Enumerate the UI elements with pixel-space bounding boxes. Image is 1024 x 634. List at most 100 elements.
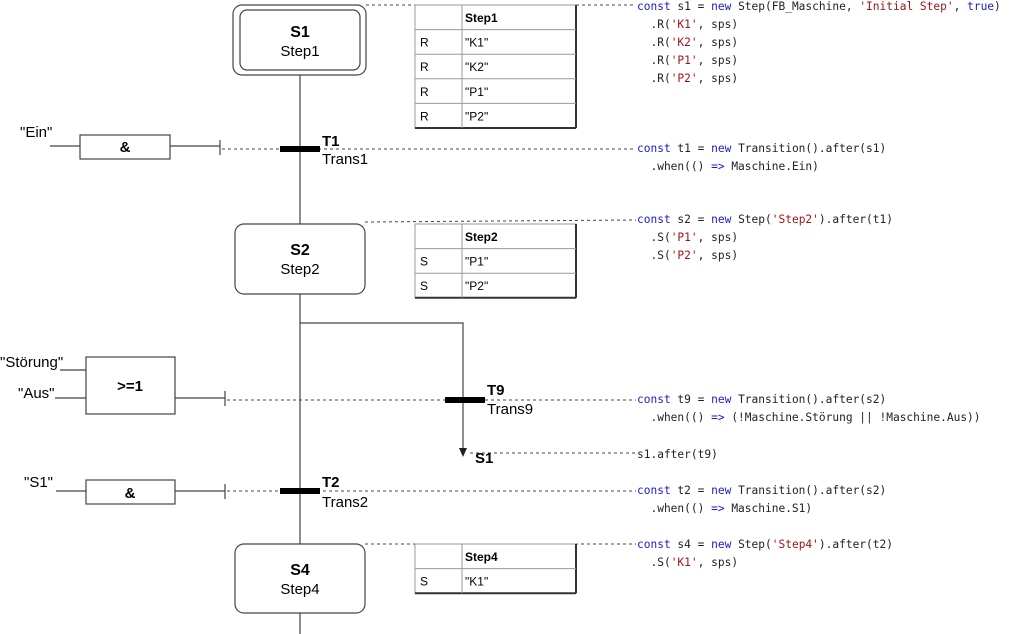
code-text: Transition().after(s2) (731, 484, 887, 497)
transition-name: Trans2 (322, 494, 368, 511)
table-header: Step4 (465, 550, 498, 564)
code-text: .S( (637, 231, 671, 244)
action-qualifier: S (420, 575, 428, 589)
code-text: ) (994, 0, 1001, 13)
transition-t9[interactable]: T9 Trans9 (445, 382, 533, 418)
code-line: .when(() => Maschine.S1) (637, 502, 812, 516)
code-keyword: => (711, 160, 725, 173)
code-line: const t1 = new Transition().after(s1) (637, 142, 886, 156)
step-name: Step4 (280, 581, 319, 598)
code-line: const s1 = new Step(FB_Maschine, 'Initia… (637, 0, 1001, 14)
code-text: Step( (731, 538, 772, 551)
code-keyword: new (711, 484, 732, 497)
logic-or-t9 (55, 356, 226, 415)
input-stoerung: "Störung" (0, 354, 63, 371)
code-string: 'K1' (670, 556, 698, 569)
code-text: s2 = (670, 213, 712, 226)
code-keyword: const (637, 538, 671, 551)
code-text: , sps) (697, 231, 739, 244)
action-variable: "K1" (465, 575, 488, 589)
jump-target: S1 (475, 450, 493, 467)
input-s1: "S1" (24, 474, 53, 491)
table-frame (414, 223, 577, 299)
code-string: 'P2' (670, 249, 698, 262)
code-text: , (953, 0, 968, 13)
action-table-s4: Step4 S "K1" (414, 543, 577, 595)
code-keyword: new (711, 538, 732, 551)
transition-name: Trans1 (322, 151, 368, 168)
code-keyword: const (637, 0, 671, 13)
code-line: .R('K2', sps) (637, 36, 738, 50)
action-variable: "P2" (465, 279, 488, 293)
code-string: 'Step4' (771, 538, 819, 551)
code-line: .S('K1', sps) (637, 556, 738, 570)
action-variable: "K1" (465, 36, 488, 50)
code-text: .when(() (637, 502, 712, 515)
code-text: s4 = (670, 538, 712, 551)
code-text: , sps) (697, 54, 739, 67)
action-qualifier: R (420, 109, 429, 123)
code-text: Transition().after(s2) (731, 393, 887, 406)
code-text: .when(() (637, 160, 712, 173)
code-line: s1.after(t9) (637, 448, 718, 462)
code-keyword: const (637, 393, 671, 406)
step-s1[interactable]: S1 Step1 (232, 4, 367, 76)
code-text: , sps) (697, 72, 739, 85)
transition-t2[interactable]: T2 Trans2 (280, 474, 368, 511)
code-text: (!Maschine.Störung || !Maschine.Aus)) (724, 411, 981, 424)
step-id: S4 (290, 562, 310, 579)
transition-name: Trans9 (487, 401, 533, 418)
code-text: s1.after(t9) (637, 448, 718, 461)
step-name: Step1 (280, 43, 319, 60)
code-keyword: const (637, 142, 671, 155)
code-text: Maschine.S1) (724, 502, 813, 515)
code-string: 'P1' (670, 54, 698, 67)
code-keyword: const (637, 213, 671, 226)
code-string: 'Initial Step' (859, 0, 954, 13)
logic-and-t2 (56, 479, 226, 505)
code-text: .R( (637, 36, 671, 49)
code-string: 'K1' (670, 18, 698, 31)
code-keyword: new (711, 213, 732, 226)
table-frame (414, 4, 577, 129)
code-text: , sps) (697, 36, 739, 49)
table-header: Step1 (465, 11, 498, 25)
code-text: t9 = (670, 393, 712, 406)
code-keyword: new (711, 142, 732, 155)
action-qualifier: S (420, 255, 428, 269)
code-string: 'Step2' (771, 213, 819, 226)
code-keyword: new (711, 0, 732, 13)
action-table-s1: Step1 R "K1" R "K2" R "P1" R "P2" (414, 4, 577, 129)
transition-id: T2 (322, 474, 340, 491)
code-text: .R( (637, 18, 671, 31)
code-line: .when(() => Maschine.Ein) (637, 160, 818, 174)
code-text: , sps) (697, 18, 739, 31)
arrow-down-icon (459, 448, 467, 457)
code-string: 'P2' (670, 72, 698, 85)
transition-id: T1 (322, 133, 340, 150)
gate-label: >=1 (117, 378, 143, 395)
code-keyword: const (637, 484, 671, 497)
code-text: .R( (637, 54, 671, 67)
step-s4[interactable]: S4 Step4 (234, 543, 366, 614)
step-id: S2 (290, 242, 310, 259)
code-keyword: => (711, 411, 725, 424)
step-s2[interactable]: S2 Step2 (234, 223, 366, 295)
table-header: Step2 (465, 230, 498, 244)
code-line: const s2 = new Step('Step2').after(t1) (637, 213, 893, 227)
code-line: const s4 = new Step('Step4').after(t2) (637, 538, 893, 552)
action-table-s2: Step2 S "P1" S "P2" (414, 223, 577, 299)
code-text: .R( (637, 72, 671, 85)
action-variable: "P2" (465, 109, 488, 123)
code-line: .R('P1', sps) (637, 54, 738, 68)
code-string: 'K2' (670, 36, 698, 49)
transition-t1[interactable]: T1 Trans1 (280, 133, 368, 168)
logic-and-t1 (50, 134, 221, 160)
code-text: ).after(t2) (818, 538, 893, 551)
code-line: .when(() => (!Maschine.Störung || !Masch… (637, 411, 981, 425)
code-line: .S('P1', sps) (637, 231, 738, 245)
action-qualifier: S (420, 279, 428, 293)
code-line: const t2 = new Transition().after(s2) (637, 484, 886, 498)
code-text: t1 = (670, 142, 712, 155)
